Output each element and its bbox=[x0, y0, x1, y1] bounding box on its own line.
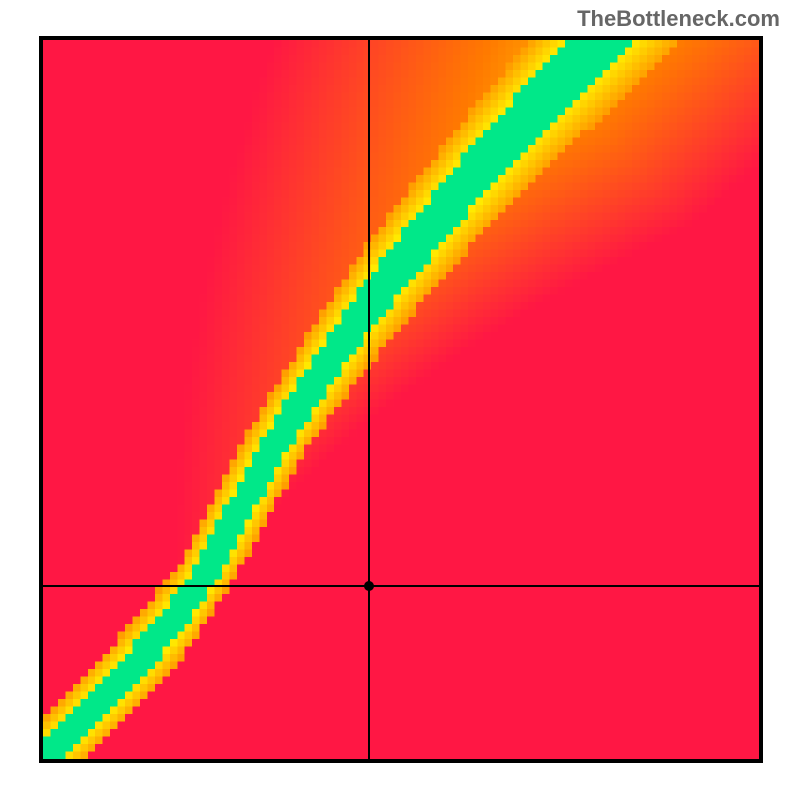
frame-border-top bbox=[39, 36, 763, 40]
frame-border-bottom bbox=[39, 759, 763, 763]
chart-container: TheBottleneck.com bbox=[0, 0, 800, 800]
heatmap-canvas bbox=[43, 40, 759, 759]
frame-border-right bbox=[759, 36, 763, 763]
heatmap-plot-area bbox=[43, 40, 759, 759]
watermark-text: TheBottleneck.com bbox=[577, 6, 780, 32]
crosshair-vertical bbox=[368, 40, 370, 759]
crosshair-horizontal bbox=[43, 585, 759, 587]
frame-border-left bbox=[39, 36, 43, 763]
